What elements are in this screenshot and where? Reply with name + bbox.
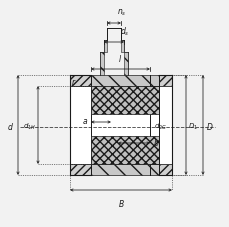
Bar bbox=[149, 164, 158, 175]
Bar bbox=[70, 75, 91, 86]
Text: $r$: $r$ bbox=[71, 77, 76, 87]
Bar bbox=[91, 75, 149, 86]
Bar bbox=[100, 52, 104, 75]
Bar bbox=[70, 75, 171, 175]
Text: $b$: $b$ bbox=[152, 138, 159, 148]
Text: $d_{2G}$: $d_{2G}$ bbox=[153, 122, 166, 132]
Text: $d_s$: $d_s$ bbox=[120, 25, 129, 38]
Text: $a$: $a$ bbox=[82, 118, 88, 126]
Text: $d$: $d$ bbox=[7, 121, 14, 133]
Text: $n_s$: $n_s$ bbox=[117, 7, 126, 18]
Bar bbox=[120, 40, 123, 52]
Bar bbox=[70, 86, 91, 164]
Bar bbox=[91, 136, 158, 164]
Text: $D$: $D$ bbox=[205, 121, 213, 133]
Bar bbox=[91, 86, 149, 164]
Bar bbox=[70, 164, 91, 175]
Bar bbox=[123, 52, 128, 75]
Bar bbox=[104, 40, 106, 52]
Text: $l$: $l$ bbox=[118, 53, 122, 64]
Bar bbox=[91, 164, 149, 175]
Bar bbox=[158, 75, 171, 86]
Bar bbox=[158, 86, 171, 164]
Bar bbox=[149, 75, 158, 86]
Bar bbox=[91, 86, 158, 114]
Text: $d_{1H}$: $d_{1H}$ bbox=[23, 122, 36, 132]
Bar bbox=[158, 164, 171, 175]
Text: $D_1$: $D_1$ bbox=[187, 122, 197, 132]
Text: $B$: $B$ bbox=[117, 198, 124, 209]
